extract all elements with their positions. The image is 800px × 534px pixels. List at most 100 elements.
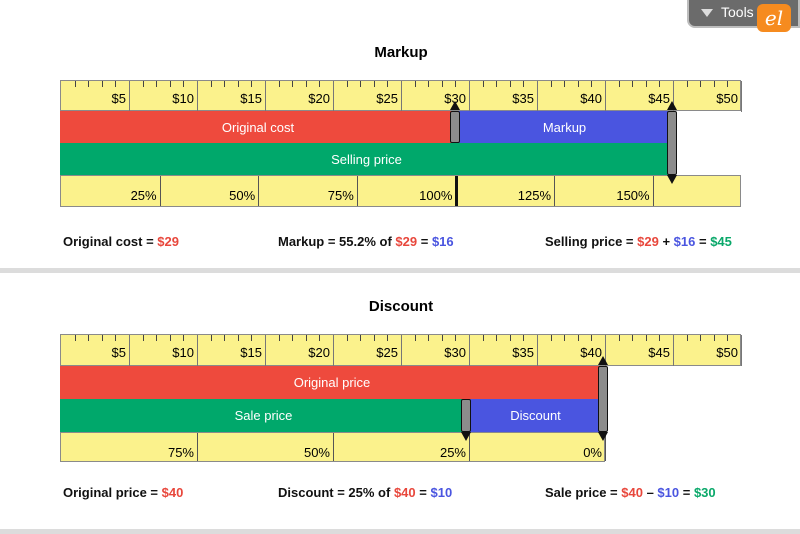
original-cost-bar: Original cost <box>60 111 456 143</box>
ruler-tick <box>482 81 484 87</box>
percent-divider <box>159 176 161 206</box>
selling-price-handle-arrow-icon <box>667 101 677 110</box>
triangle-down-icon <box>701 9 713 17</box>
discount-title: Discount <box>368 298 434 315</box>
percent-divider <box>554 176 555 206</box>
ruler-tick <box>591 335 593 341</box>
ruler-tick <box>482 335 484 341</box>
ruler-tick <box>156 335 158 341</box>
ruler-tick <box>645 335 647 341</box>
percent-tick-label: 50% <box>229 188 256 203</box>
original-cost-handle-arrow-icon <box>450 101 460 110</box>
discount-percent-slider-handle[interactable] <box>461 399 471 432</box>
original-price-handle-down-arrow-icon <box>598 432 608 441</box>
ruler-tick <box>401 81 402 112</box>
dollar-tick-label: $45 <box>648 345 670 360</box>
ruler-tick <box>210 335 212 341</box>
ruler-tick <box>428 335 430 341</box>
explorelearning-logo: el <box>757 4 791 32</box>
ruler-tick <box>74 81 76 87</box>
ruler-tick <box>428 81 430 87</box>
dollar-tick-label: $20 <box>308 91 330 106</box>
ruler-tick <box>278 81 280 87</box>
ruler-tick <box>618 335 620 341</box>
ruler-tick <box>455 335 457 341</box>
dollar-tick-label: $5 <box>111 91 126 106</box>
ruler-tick <box>645 81 647 87</box>
ruler-tick <box>618 81 620 87</box>
ruler-tick <box>496 335 498 341</box>
dollar-tick-label: $50 <box>716 91 738 106</box>
selling-price-slider-handle[interactable] <box>667 111 677 175</box>
ruler-tick <box>700 335 702 341</box>
original-price-slider-handle[interactable] <box>598 366 608 432</box>
dollar-tick-label: $30 <box>444 91 466 106</box>
ruler-tick <box>605 81 606 112</box>
ruler-tick <box>237 81 239 87</box>
ruler-tick <box>537 81 538 112</box>
dollar-tick-label: $45 <box>648 91 670 106</box>
dollar-tick-label: $10 <box>172 91 194 106</box>
ruler-tick <box>509 81 511 87</box>
dollar-tick-label: $35 <box>512 345 534 360</box>
ruler-tick <box>727 335 729 341</box>
ruler-tick <box>441 81 443 87</box>
discount-equation: Discount = 25% of $40 = $10 <box>278 485 453 500</box>
tools-label: Tools <box>721 4 754 20</box>
ruler-tick <box>414 81 416 87</box>
percent-divider <box>605 433 606 461</box>
ruler-tick <box>169 335 171 341</box>
ruler-tick <box>387 81 389 87</box>
percent-divider <box>652 176 654 206</box>
ruler-tick <box>346 81 348 87</box>
dollar-tick-label: $40 <box>580 345 602 360</box>
original-cost-slider-handle[interactable] <box>450 111 460 143</box>
percent-tick-label: 0% <box>583 445 602 460</box>
ruler-tick <box>142 81 144 87</box>
ruler-tick <box>319 335 321 341</box>
percent-tick-label: 150% <box>616 188 650 203</box>
ruler-tick <box>197 81 198 112</box>
percent-divider <box>455 176 459 206</box>
ruler-tick <box>686 81 688 87</box>
section-divider <box>0 268 800 273</box>
percent-tick-label: 50% <box>303 445 330 460</box>
ruler-tick <box>727 81 729 87</box>
ruler-tick <box>537 335 538 366</box>
ruler-tick <box>577 335 579 341</box>
ruler-tick <box>509 335 511 341</box>
ruler-tick <box>333 335 334 366</box>
ruler-tick <box>550 81 552 87</box>
ruler-tick <box>414 335 416 341</box>
ruler-tick <box>469 81 470 112</box>
ruler-tick <box>101 335 103 341</box>
ruler-tick <box>496 81 498 87</box>
ruler-tick <box>197 335 198 366</box>
percent-divider <box>469 433 470 461</box>
percent-tick-label: 75% <box>167 445 194 460</box>
dollar-tick-label: $30 <box>444 345 466 360</box>
markup-title: Markup <box>374 44 428 61</box>
percent-tick-label: 75% <box>327 188 354 203</box>
percent-tick-label: 25% <box>439 445 466 460</box>
ruler-tick <box>333 81 334 112</box>
ruler-tick <box>373 81 375 87</box>
ruler-tick <box>673 335 674 366</box>
ruler-tick <box>713 81 715 87</box>
ruler-tick <box>469 335 470 366</box>
dollar-tick-label: $10 <box>172 345 194 360</box>
ruler-tick <box>251 81 253 87</box>
ruler-tick <box>713 335 715 341</box>
ruler-tick <box>605 335 606 366</box>
ruler-tick <box>360 335 362 341</box>
discount-dollar-ruler: $5 $10 $15 $20 $25 $30 $35 $40 $45 $50 <box>60 334 742 366</box>
ruler-tick <box>360 81 362 87</box>
ruler-tick <box>564 335 566 341</box>
ruler-tick <box>577 81 579 87</box>
ruler-tick <box>156 81 158 87</box>
ruler-tick <box>265 335 266 366</box>
percent-divider <box>258 176 260 206</box>
markup-dollar-ruler: $5 $10 $15 $20 $25 $30 $35 $40 $45 $50 <box>60 80 742 112</box>
ruler-tick <box>305 335 307 341</box>
percent-tick-label: 100% <box>419 188 453 203</box>
